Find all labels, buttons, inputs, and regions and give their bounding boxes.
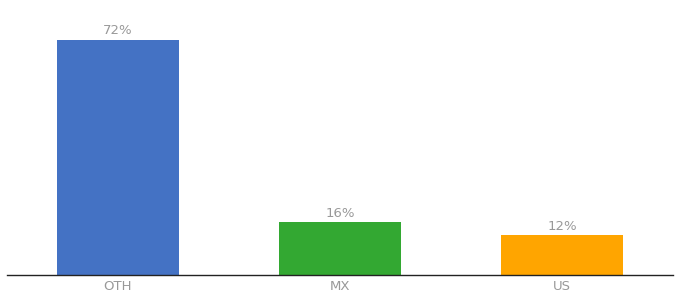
Text: 16%: 16% bbox=[325, 207, 355, 220]
Text: 72%: 72% bbox=[103, 24, 133, 37]
Bar bbox=[57, 40, 179, 274]
Bar bbox=[279, 222, 401, 274]
Bar bbox=[501, 235, 623, 274]
Text: 12%: 12% bbox=[547, 220, 577, 233]
